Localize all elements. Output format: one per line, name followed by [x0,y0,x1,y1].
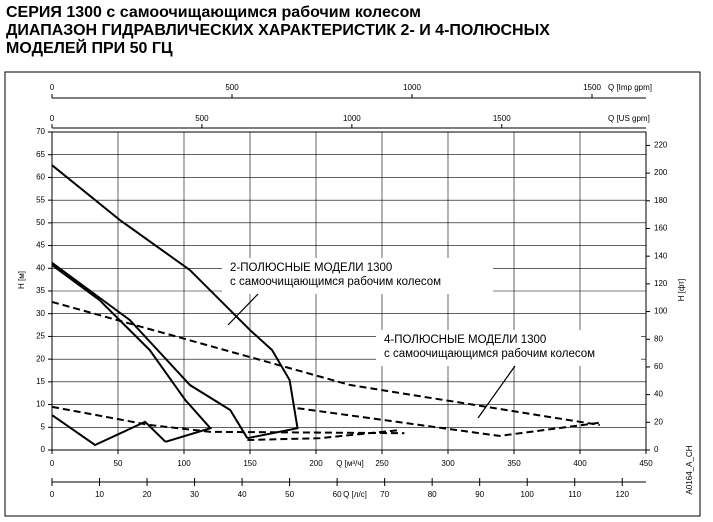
axis-tick-label: 60 [333,490,342,499]
curve [297,407,600,437]
y-tick-label: 40 [36,263,45,272]
frame [4,71,701,517]
x-tick-label: 50 [114,459,123,468]
y2-tick-label: 140 [654,251,668,260]
axis-tick-label: 0 [50,114,55,123]
axis-tick-label: 1500 [493,114,511,123]
axis-tick-label: 1500 [583,83,601,92]
y2-tick-label: 160 [654,224,668,233]
curve [247,429,401,442]
y2-tick-label: 0 [654,445,659,454]
curve [51,414,167,447]
y2-tick-label: 100 [654,307,668,316]
y2-tick-label: 200 [654,168,668,177]
axis-tick-label: 80 [428,490,437,499]
axis-tick-label: 50 [285,490,294,499]
y-tick-label: 5 [41,422,46,431]
title-line: ДИАПАЗОН ГИДРАВЛИЧЕСКИХ ХАРАКТЕРИСТИК 2-… [6,22,550,39]
curve [51,164,299,440]
y2-tick-label: 20 [654,417,663,426]
y2-tick-label: 180 [654,196,668,205]
axis-tick-label: 500 [225,83,239,92]
y2-tick-label: 80 [654,334,663,343]
y-tick-label: 50 [36,218,45,227]
x-tick-label: 200 [309,459,323,468]
axis-tick-label: 0 [50,83,55,92]
annotation: с самоочищающимся рабочим колесом [230,276,441,288]
annotation: 4-ПОЛЮСНЫЕ МОДЕЛИ 1300 [384,334,546,346]
y-tick-label: 30 [36,309,45,318]
annotation: 2-ПОЛЮСНЫЕ МОДЕЛИ 1300 [230,262,392,274]
plot-area [51,131,647,451]
x-tick-label: 250 [375,459,389,468]
axis-tick-label: 40 [238,490,247,499]
axis-tick-label: 1000 [403,83,421,92]
y2-tick-label: 120 [654,279,668,288]
axis-tick-label: 20 [143,490,152,499]
annotation: с самоочищающимся рабочим колесом [384,348,595,360]
title-line: МОДЕЛЕЙ ПРИ 50 ГЦ [6,40,173,57]
annotation-box [376,330,641,366]
x-tick-label: 300 [441,459,455,468]
title-line: СЕРИЯ 1300 с самоочищающимся рабочим кол… [6,4,421,21]
x-tick-label: 350 [507,459,521,468]
axis-tick-label: 70 [380,490,389,499]
y2-tick-label: 220 [654,141,668,150]
y-tick-label: 25 [36,332,45,341]
axis-tick-label: 110 [568,490,581,499]
curve [51,405,405,435]
annotation-arrow [477,365,516,419]
y-tick-label: 35 [36,286,45,295]
axis-label: Q [Imp gpm] [608,83,652,92]
curve [51,300,600,427]
axis-tick-label: 500 [195,114,209,123]
x-tick-label: 150 [243,459,257,468]
y-tick-label: 0 [41,445,46,454]
y-tick-label: 60 [36,173,45,182]
y2-axis-label: H [фт] [677,279,686,302]
axis-tick-label: 1000 [343,114,361,123]
annotation-arrow [227,293,259,326]
y2-tick-label: 40 [654,390,663,399]
axis-label: Q [л/с] [343,490,367,499]
axis-tick-label: 100 [521,490,535,499]
x-axis-label: Q [м³/ч] [336,459,363,468]
axis-tick-label: 10 [95,490,104,499]
x-tick-label: 0 [50,459,55,468]
curve [51,262,249,439]
x-tick-label: 100 [177,459,191,468]
axis-tick-label: 30 [190,490,199,499]
y-tick-label: 15 [36,377,45,386]
axis-tick-label: 90 [475,490,484,499]
x-tick-label: 450 [639,459,653,468]
annotation-box [222,258,493,294]
y-axis-label: H [м] [17,271,26,289]
x-tick-label: 400 [573,459,587,468]
y-tick-label: 45 [36,241,45,250]
y-tick-label: 55 [36,195,45,204]
y-tick-label: 10 [36,400,45,409]
curve [51,264,213,443]
y-tick-label: 70 [36,127,45,136]
axis-tick-label: 120 [616,490,630,499]
y2-tick-label: 60 [654,362,663,371]
axis-label: Q [US gpm] [608,114,650,123]
figure-code: A0164_A_CH [685,445,694,494]
axis-tick-label: 0 [50,490,55,499]
y-tick-label: 20 [36,354,45,363]
y-tick-label: 65 [36,150,45,159]
